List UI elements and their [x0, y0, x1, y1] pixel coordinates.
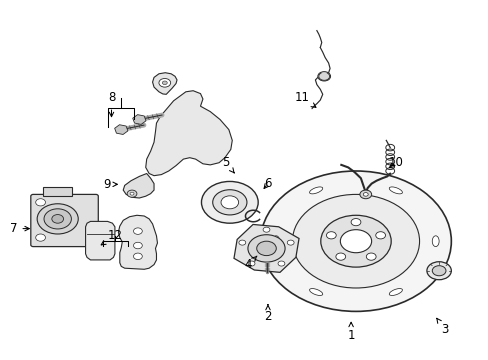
Polygon shape: [43, 187, 72, 196]
Circle shape: [127, 190, 137, 197]
Circle shape: [37, 204, 78, 234]
Ellipse shape: [388, 289, 402, 296]
Circle shape: [375, 232, 385, 239]
Text: 2: 2: [264, 305, 271, 323]
Ellipse shape: [272, 236, 279, 247]
Circle shape: [366, 253, 375, 260]
Circle shape: [340, 230, 371, 253]
Circle shape: [52, 215, 63, 223]
Ellipse shape: [309, 289, 322, 296]
Circle shape: [36, 199, 45, 206]
Circle shape: [292, 194, 419, 288]
Text: 7: 7: [10, 222, 29, 235]
Circle shape: [247, 235, 285, 262]
Text: 6: 6: [264, 177, 271, 190]
Polygon shape: [233, 224, 299, 273]
Text: 3: 3: [436, 318, 448, 336]
Circle shape: [260, 171, 450, 311]
Circle shape: [201, 181, 258, 223]
Circle shape: [36, 234, 45, 241]
Polygon shape: [132, 114, 146, 125]
Text: 9: 9: [102, 178, 117, 191]
Circle shape: [256, 241, 276, 256]
Circle shape: [133, 253, 142, 260]
Polygon shape: [123, 174, 154, 198]
Circle shape: [335, 253, 345, 260]
Circle shape: [221, 196, 238, 209]
Text: 12: 12: [101, 229, 122, 245]
Circle shape: [426, 262, 450, 280]
Polygon shape: [145, 91, 232, 176]
Text: 1: 1: [346, 322, 354, 342]
Circle shape: [363, 193, 367, 196]
Polygon shape: [114, 125, 128, 135]
FancyBboxPatch shape: [31, 194, 98, 247]
Polygon shape: [118, 215, 157, 269]
Text: 5: 5: [222, 156, 234, 173]
Circle shape: [247, 261, 254, 266]
Text: 11: 11: [294, 91, 315, 107]
Polygon shape: [152, 73, 177, 94]
Circle shape: [431, 266, 445, 276]
Circle shape: [263, 227, 269, 232]
Ellipse shape: [431, 236, 438, 247]
Ellipse shape: [309, 187, 322, 194]
Ellipse shape: [388, 187, 402, 194]
Circle shape: [133, 228, 142, 234]
Text: 8: 8: [107, 91, 115, 117]
Circle shape: [359, 190, 371, 199]
Circle shape: [212, 190, 246, 215]
Circle shape: [317, 72, 330, 81]
Circle shape: [286, 240, 293, 245]
Circle shape: [162, 81, 167, 85]
Circle shape: [239, 240, 245, 245]
Circle shape: [44, 209, 71, 229]
Polygon shape: [85, 221, 115, 260]
Circle shape: [320, 215, 390, 267]
Circle shape: [133, 242, 142, 249]
Circle shape: [159, 78, 170, 87]
Circle shape: [130, 192, 134, 195]
Text: 10: 10: [388, 156, 403, 169]
Text: 4: 4: [244, 256, 256, 271]
Circle shape: [278, 261, 285, 266]
Circle shape: [350, 219, 360, 226]
Circle shape: [326, 232, 336, 239]
